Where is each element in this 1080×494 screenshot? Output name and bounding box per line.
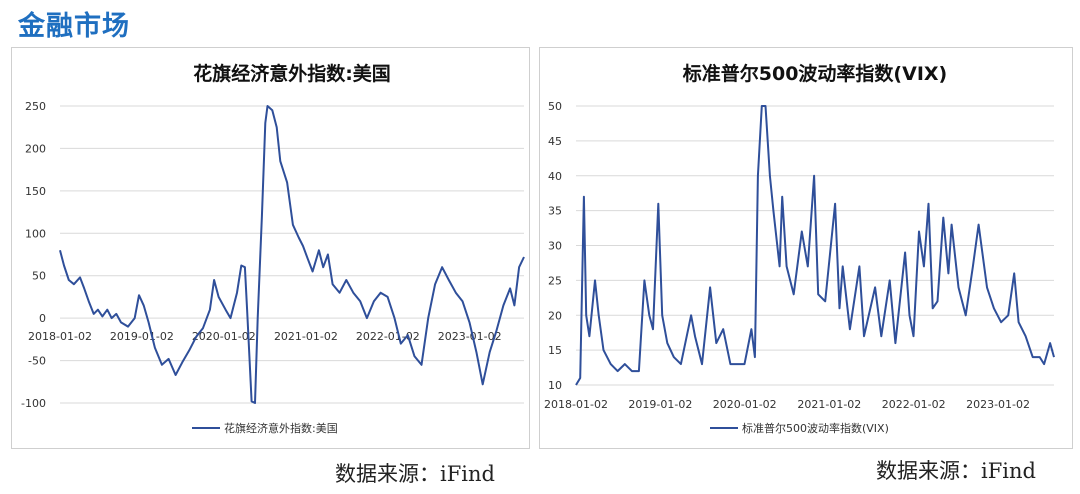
legend-swatch-vix <box>710 427 738 429</box>
citi-chart-title: 花旗经济意外指数:美国 <box>193 62 391 85</box>
citi-series-line <box>59 105 525 404</box>
vix-y-tick-label: 40 <box>548 170 562 183</box>
vix-x-tick-label: 2019-01-02 <box>628 398 692 411</box>
legend-vix: 标准普尔500波动率指数(VIX) <box>710 420 889 436</box>
citi-x-tick-label: 2020-01-02 <box>192 330 256 343</box>
section-title: 金融市场 <box>18 11 130 42</box>
source-note-right: 数据来源：iFind <box>876 459 1036 483</box>
vix-chart-svg: 标准普尔500波动率指数(VIX) 10 15 20 25 30 35 40 45 50 2018-… <box>544 62 1055 411</box>
vix-y-tick-label: 50 <box>548 100 562 113</box>
citi-y-tick-label: 50 <box>32 270 46 283</box>
chart-panel-citi: 花旗经济意外指数:美国 -100 -50 0 50 100 150 200 250 2018-01… <box>11 47 530 449</box>
vix-y-tick-label: 45 <box>548 135 562 148</box>
citi-x-tick-label: 2019-01-02 <box>110 330 174 343</box>
vix-y-tick-label: 25 <box>548 274 562 287</box>
source-note-left: 数据来源：iFind <box>335 462 495 486</box>
vix-y-tick-label: 20 <box>548 309 562 322</box>
vix-y-tick-label: 10 <box>548 379 562 392</box>
citi-chart-svg: 花旗经济意外指数:美国 -100 -50 0 50 100 150 200 250 2018-01… <box>21 62 525 410</box>
citi-y-tick-label: 200 <box>25 142 46 155</box>
citi-x-tick-label: 2023-01-02 <box>438 330 502 343</box>
vix-x-tick-label: 2020-01-02 <box>713 398 777 411</box>
vix-x-tick-label: 2023-01-02 <box>966 398 1030 411</box>
chart-panel-vix: 标准普尔500波动率指数(VIX) 10 15 20 25 30 35 40 45 50 2018-… <box>539 47 1073 449</box>
vix-series-line <box>575 105 1055 386</box>
vix-y-tick-label: 15 <box>548 344 562 357</box>
vix-y-tick-label: 30 <box>548 240 562 253</box>
vix-y-tick-label: 35 <box>548 205 562 218</box>
citi-y-tick-label: 150 <box>25 185 46 198</box>
vix-x-tick-label: 2021-01-02 <box>797 398 861 411</box>
legend-citi: 花旗经济意外指数:美国 <box>192 420 338 436</box>
citi-y-tick-label: 100 <box>25 227 46 240</box>
citi-y-tick-label: 0 <box>39 312 46 325</box>
citi-y-tick-label: -50 <box>28 355 46 368</box>
citi-x-tick-label: 2018-01-02 <box>28 330 92 343</box>
citi-y-tick-label: -100 <box>21 397 46 410</box>
legend-label-vix: 标准普尔500波动率指数(VIX) <box>742 422 889 435</box>
legend-swatch-citi <box>192 427 220 429</box>
citi-y-tick-label: 250 <box>25 100 46 113</box>
legend-label-citi: 花旗经济意外指数:美国 <box>224 422 338 435</box>
vix-x-tick-label: 2018-01-02 <box>544 398 608 411</box>
vix-x-tick-label: 2022-01-02 <box>882 398 946 411</box>
vix-chart-title: 标准普尔500波动率指数(VIX) <box>683 62 947 85</box>
citi-x-tick-label: 2021-01-02 <box>274 330 338 343</box>
